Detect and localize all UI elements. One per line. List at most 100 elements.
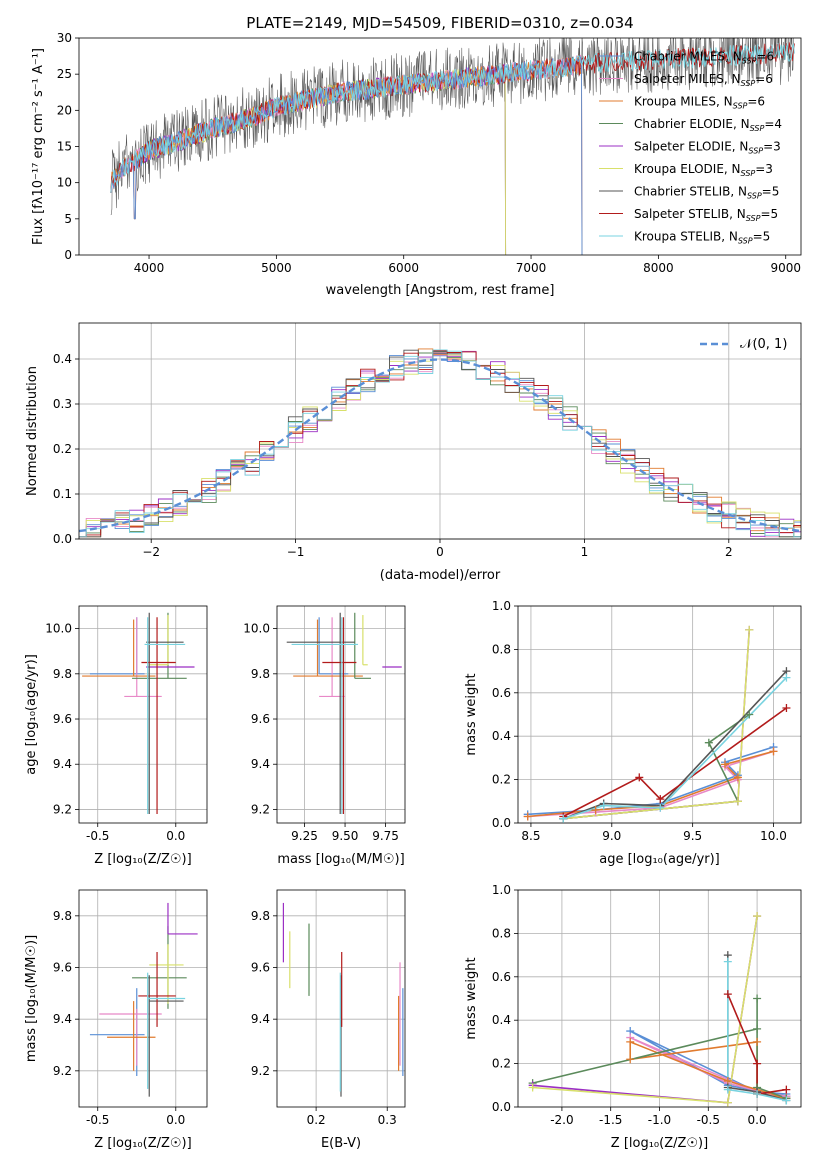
marker-plus (753, 1037, 762, 1046)
legend-entry: Chabrier ELODIE, NSSP=4 (634, 117, 782, 133)
tick-label-y: 0.0 (492, 816, 511, 830)
marker-plus (559, 814, 568, 823)
tick-label-y: 0.0 (492, 1100, 511, 1114)
tick-label-y: 9.6 (251, 712, 270, 726)
plot-mass_vs_age (286, 612, 402, 814)
x-axis-label: Z [log₁₀(Z/Z☉)] (94, 1136, 191, 1151)
tick-label-y: 9.6 (251, 961, 270, 975)
x-axis-label: Z [log₁₀(Z/Z☉)] (94, 852, 191, 867)
y-axis-label: Flux [fλ10⁻¹⁷ erg cm⁻² s⁻¹ A⁻¹] (31, 48, 46, 245)
tick-label-y: 0.8 (492, 642, 511, 656)
tick-label-y: 5 (64, 212, 72, 226)
tick-label-y: 9.4 (53, 1012, 72, 1026)
legend-entry: Kroupa ELODIE, NSSP=3 (634, 162, 773, 178)
frame-age_vs_weight (517, 605, 802, 824)
marker-plus (523, 812, 532, 821)
marker-plus (591, 805, 600, 814)
weight-line-kroupa-stelib (727, 961, 787, 1102)
marker-plus (782, 1085, 791, 1094)
tick-label-x: 1 (581, 545, 589, 559)
tick-label-x: -1.5 (599, 1113, 622, 1127)
x-axis-label: E(B-V) (321, 1136, 361, 1151)
plot-spectrum (110, 38, 795, 255)
marker-plus (753, 1059, 762, 1068)
spectrum-line-chabrier-miles (110, 55, 583, 255)
marker-plus (528, 1083, 537, 1092)
tick-label-y: 0.6 (492, 970, 511, 984)
tick-label-y: 0.1 (53, 487, 72, 501)
tick-label-y: 0.2 (492, 773, 511, 787)
tick-label-x: 0.0 (166, 1113, 185, 1127)
y-axis-label: Normed distribution (25, 366, 40, 496)
marker-plus (704, 738, 713, 747)
tick-label-x: 9.50 (332, 829, 359, 843)
legend-entry: Kroupa STELIB, NSSP=5 (634, 230, 770, 246)
marker-plus (745, 625, 754, 634)
legend-entry: 𝒩(0, 1) (740, 337, 787, 352)
x-axis-label: wavelength [Angstrom, rest frame] (326, 283, 555, 298)
axes-Z_vs_age: -0.5 0.0 9.2 9.4 9.6 9.8 10.0 Z [log₁₀(Z/Z☉)] ag… (24, 605, 208, 867)
plot-EBV_vs_mass (282, 902, 404, 1097)
tick-label-y: 0.4 (53, 352, 72, 366)
tick-label-y: 9.4 (251, 1012, 270, 1026)
tick-label-x: 5000 (261, 261, 292, 275)
marker-plus (720, 760, 729, 769)
tick-label-y: 10 (57, 176, 72, 190)
tick-label-y: 10.0 (45, 622, 72, 636)
tick-label-x: 0.2 (307, 1113, 326, 1127)
tick-label-y: 9.8 (53, 667, 72, 681)
axes-spectrum: 4000 5000 6000 7000 8000 9000 0 5 10 15 20 25 30 wave… (31, 31, 802, 298)
gaussian-curve (79, 358, 801, 533)
marker-plus (753, 912, 762, 921)
axes-residuals: −2 −1 0 1 2 0.0 0.1 0.2 0.3 0.4 (data-model)/error… (25, 322, 802, 583)
legend-entry: Kroupa MILES, NSSP=6 (634, 95, 765, 111)
y-axis-label: mass [log₁₀(M/M☉)] (24, 935, 39, 1062)
tick-label-y: 9.2 (53, 802, 72, 816)
spectrum-legend: Chabrier MILES, NSSP=6 Salpeter MILES, NS… (599, 50, 782, 246)
tick-label-x: 0 (436, 545, 444, 559)
hist-step-kroupa-stelib (79, 349, 801, 538)
tick-label-y: 9.2 (251, 802, 270, 816)
frame-EBV_vs_mass (276, 889, 406, 1108)
y-axis-label: mass weight (464, 957, 479, 1039)
tick-label-y: 9.2 (251, 1064, 270, 1078)
marker-plus (656, 795, 665, 804)
tick-label-x: 0.0 (748, 1113, 767, 1127)
weight-line-chabrier-stelib (563, 670, 787, 820)
spectrum-line-kroupa-miles (110, 54, 583, 255)
marker-plus (723, 990, 732, 999)
tick-label-x: 9000 (770, 261, 801, 275)
tick-label-y: 9.8 (251, 667, 270, 681)
weight-line-salpeter-elodie (563, 629, 751, 820)
tick-label-x: -0.5 (86, 1113, 109, 1127)
tick-label-x: 8000 (643, 261, 674, 275)
grid-Z_vs_age (79, 606, 207, 823)
tick-label-y: 0.8 (492, 926, 511, 940)
legend-entry: Chabrier STELIB, NSSP=5 (634, 185, 779, 201)
tick-label-y: 1.0 (492, 883, 511, 897)
plot-Z_vs_mass (89, 902, 198, 1097)
weight-line-kroupa-elodie (563, 629, 751, 820)
tick-label-y: 20 (57, 103, 72, 117)
tick-label-x: -0.5 (86, 829, 109, 843)
plot-residuals (79, 348, 801, 538)
tick-label-y: 15 (57, 140, 72, 154)
marker-plus (745, 710, 754, 719)
tick-label-y: 0.0 (53, 532, 72, 546)
y-axis-label: age [log₁₀(age/yr)] (24, 654, 39, 775)
tick-label-x: −1 (287, 545, 305, 559)
x-axis-label: Z [log₁₀(Z/Z☉)] (611, 1136, 708, 1151)
tick-label-y: 9.8 (53, 909, 72, 923)
marker-plus (723, 957, 732, 966)
axes-mass_vs_age: 9.25 9.50 9.75 9.2 9.4 9.6 9.8 10.0 mass [log₁₀(… (243, 605, 406, 867)
legend-entry: Salpeter STELIB, NSSP=5 (634, 207, 778, 223)
tick-label-y: 25 (57, 67, 72, 81)
tick-label-x: 4000 (134, 261, 165, 275)
legend-entry: Salpeter ELODIE, NSSP=3 (634, 140, 781, 156)
tick-label-x: 9.0 (602, 829, 621, 843)
marker-plus (599, 801, 608, 810)
tick-label-y: 9.4 (53, 757, 72, 771)
frame-mass_vs_age (276, 605, 406, 824)
tick-label-x: 9.75 (372, 829, 399, 843)
legend-entry: Chabrier MILES, NSSP=6 (634, 50, 774, 66)
